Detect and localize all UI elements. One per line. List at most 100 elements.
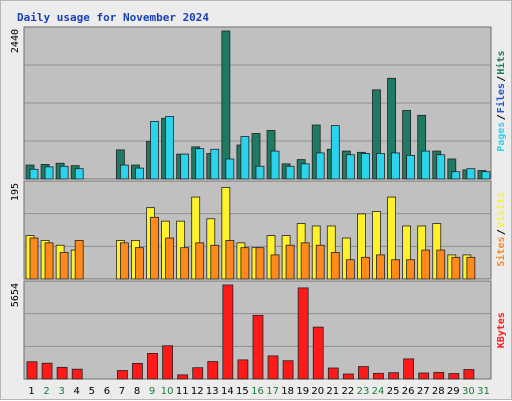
bar-sites (330, 252, 340, 280)
bar-sites (315, 244, 325, 280)
bar-kbytes (297, 287, 309, 380)
bar-pages (466, 168, 476, 180)
bar-kbytes (282, 360, 294, 380)
x-tick-label: 30 (462, 386, 475, 397)
x-tick-label: 12 (191, 386, 204, 397)
bar-kbytes (116, 370, 128, 380)
bar-kbytes (433, 371, 445, 380)
bar-kbytes (448, 373, 460, 380)
bar-sites (135, 247, 144, 280)
x-tick-label: 28 (432, 386, 445, 397)
bar-sites (466, 256, 476, 280)
bar-kbytes (327, 367, 339, 380)
legend-hits: Hits (495, 51, 507, 75)
bar-pages (240, 136, 250, 180)
x-tick-label: 5 (89, 386, 95, 397)
bar-sites (255, 247, 265, 280)
bar-kbytes (403, 358, 415, 380)
x-tick-label: 13 (206, 386, 219, 397)
x-tick-label: 23 (357, 386, 370, 397)
bar-sites (345, 259, 355, 280)
bar-pages (315, 152, 325, 180)
x-tick-label: 14 (221, 386, 234, 397)
bar-sites (74, 240, 84, 280)
bar-pages (391, 152, 400, 180)
x-tick-label: 20 (311, 386, 324, 397)
legend-kbytes: KBytes (496, 312, 507, 348)
bar-sites (361, 256, 370, 280)
bar-sites (376, 254, 385, 280)
legend-separator: / (496, 76, 507, 82)
x-tick-label: 6 (104, 386, 110, 397)
x-tick-label: 7 (119, 386, 125, 397)
x-tick-label: 10 (161, 386, 174, 397)
bar-pages (210, 148, 220, 180)
bar-kbytes (132, 362, 143, 380)
x-tick-label: 31 (477, 386, 490, 397)
legend-sites: Sites (495, 236, 507, 266)
bar-sites (195, 242, 205, 280)
x-tick-label: 1 (28, 386, 34, 397)
y-axis-max-label: 2440 (10, 29, 21, 53)
bar-pages (345, 154, 355, 180)
bar-kbytes (147, 352, 158, 380)
bar-pages (436, 154, 446, 180)
bar-kbytes (312, 326, 324, 380)
x-tick-label: 16 (251, 386, 264, 397)
x-tick-label: 29 (447, 386, 460, 397)
bar-pages (119, 164, 129, 180)
bar-kbytes (388, 372, 399, 380)
bar-kbytes (252, 314, 264, 380)
bar-kbytes (267, 355, 279, 380)
bar-pages (285, 165, 295, 180)
bar-sites (225, 240, 235, 280)
x-tick-label: 21 (326, 386, 339, 397)
bar-pages (421, 150, 431, 180)
bar-sites (436, 249, 446, 280)
x-tick-label: 27 (417, 386, 430, 397)
bar-pages (376, 153, 385, 180)
bar-sites (285, 244, 295, 280)
x-tick-label: 2 (43, 386, 49, 397)
x-tick-label: 11 (176, 386, 189, 397)
bar-pages (165, 116, 174, 180)
x-tick-label: 8 (134, 386, 140, 397)
bar-pages (225, 158, 235, 180)
legend-files: Files (495, 83, 507, 113)
legend-visits: Visits (495, 192, 507, 228)
bar-pages (481, 171, 491, 180)
x-tick-label: 17 (266, 386, 279, 397)
y-axis-max-label: 195 (10, 183, 21, 201)
legend-pages: Pages (496, 122, 507, 152)
x-tick-label: 18 (281, 386, 294, 397)
bar-kbytes (56, 366, 68, 380)
bar-pages (270, 150, 280, 180)
bar-pages (180, 153, 190, 180)
bar-kbytes (342, 373, 354, 380)
bar-pages (300, 163, 310, 180)
bar-sites (406, 259, 416, 280)
bar-sites (165, 237, 174, 280)
bar-sites (421, 249, 431, 280)
bar-pages (451, 171, 461, 180)
bar-kbytes (222, 284, 234, 380)
y-axis-max-label: 5654 (10, 283, 21, 307)
x-tick-label: 19 (296, 386, 309, 397)
bar-pages (150, 120, 159, 180)
bar-sites (59, 252, 69, 280)
x-tick-label: 22 (342, 386, 355, 397)
bar-sites (391, 259, 400, 280)
x-tick-label: 25 (387, 386, 400, 397)
chart-title: Daily usage for November 2024 (17, 11, 209, 24)
bar-pages (59, 165, 69, 180)
bar-kbytes (237, 359, 249, 380)
bar-pages (255, 165, 265, 180)
bar-pages (44, 166, 54, 180)
bar-sites (29, 237, 39, 280)
bar-sites (270, 254, 280, 280)
bar-sites (240, 247, 250, 280)
bar-hits (221, 30, 231, 180)
bar-kbytes (41, 362, 53, 380)
bar-sites (210, 244, 220, 280)
